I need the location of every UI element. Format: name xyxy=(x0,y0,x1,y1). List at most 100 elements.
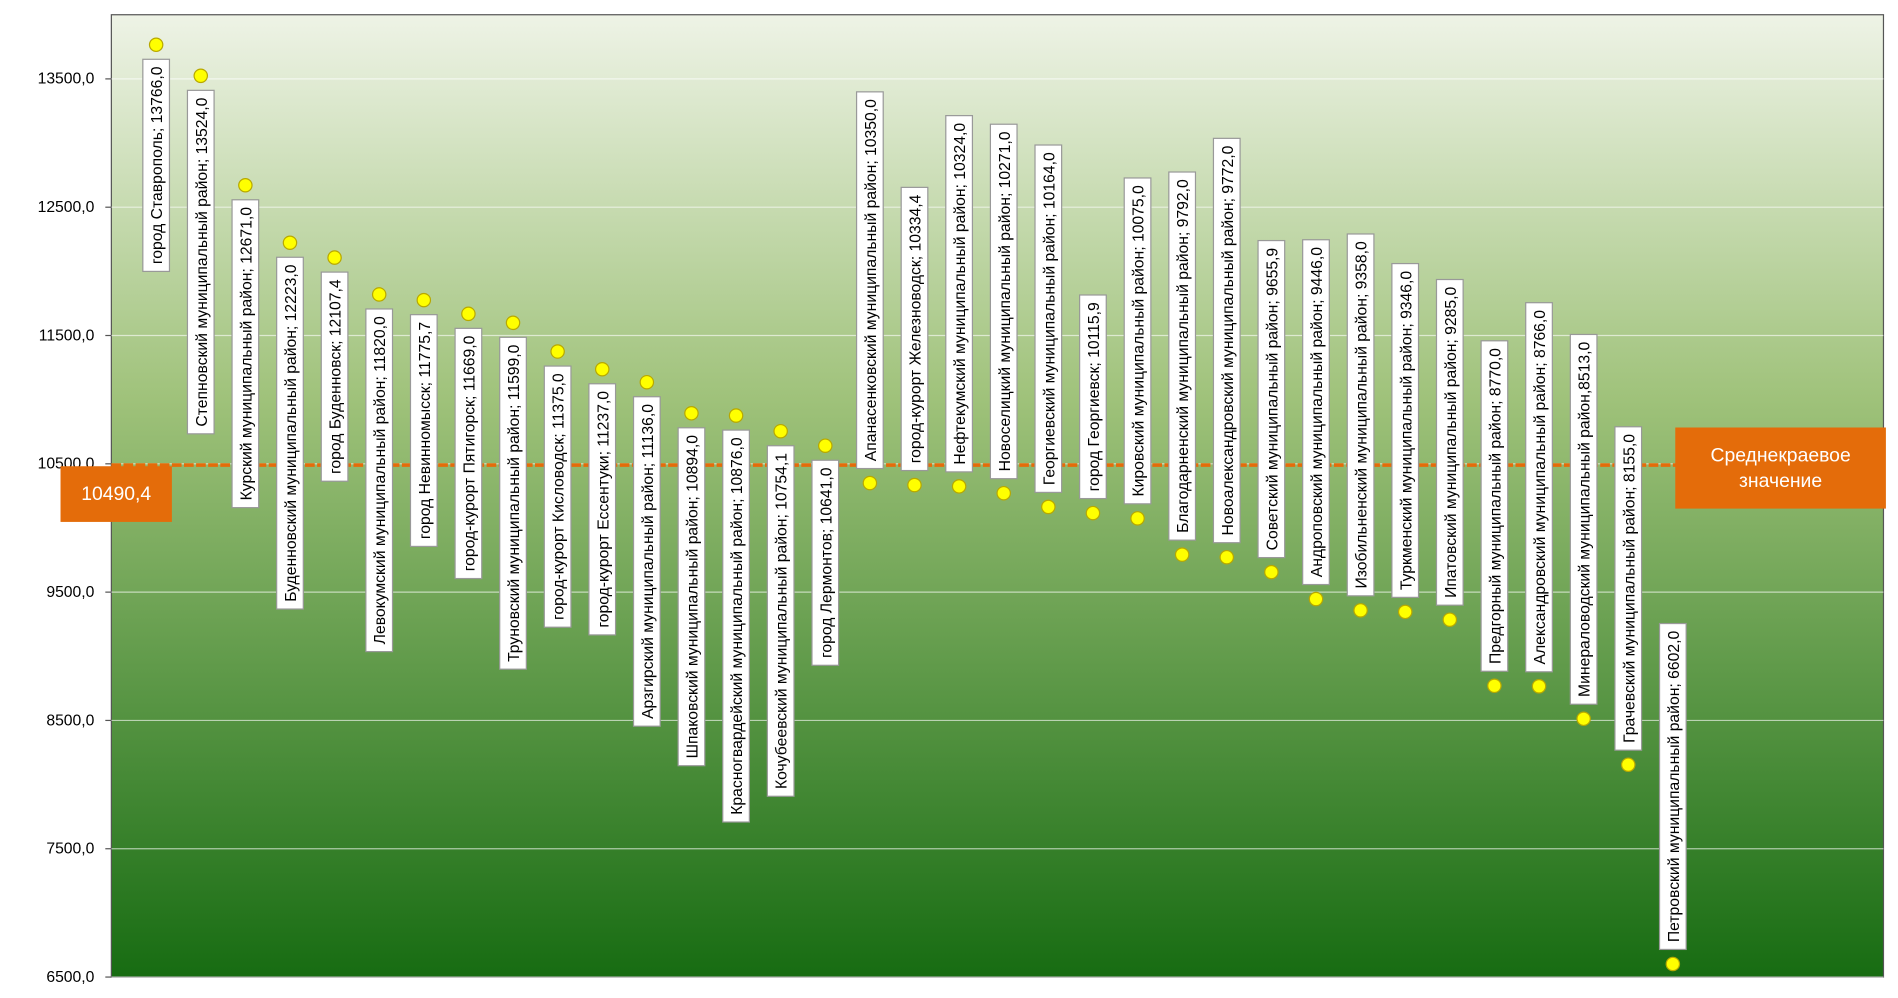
dot xyxy=(1531,679,1547,694)
data-label: город-курорт Ессентуки; 11237,0 xyxy=(588,383,617,636)
label-box xyxy=(945,115,974,473)
y-tick-label: 7500,0 xyxy=(46,841,94,858)
data-label: Красногвардейский муниципальный район; 1… xyxy=(722,429,750,823)
data-label-text: город Ставрополь; 13766,0 xyxy=(149,66,166,264)
y-tick-label: 9500,0 xyxy=(46,584,94,601)
label-box xyxy=(1123,177,1152,505)
dot xyxy=(1130,511,1145,526)
average-value-label: 10490,4 xyxy=(81,483,151,505)
data-label-text: Апанасенковский муниципальный район; 103… xyxy=(863,99,880,461)
data-label-text: Предгорный муниципальный район; 8770,0 xyxy=(1487,348,1504,664)
dot xyxy=(1219,549,1235,565)
data-label: Советский муниципальный район; 9655,9 xyxy=(1257,239,1286,559)
data-label: Новоалександровский муниципальный район;… xyxy=(1212,137,1241,544)
data-label: город Георгиевск; 10115,9 xyxy=(1079,294,1107,500)
data-label-text: город Буденновск; 12107,4 xyxy=(328,279,345,474)
dot xyxy=(907,477,922,493)
data-label: Нефтекумский муниципальный район; 10324,… xyxy=(945,115,974,473)
dot xyxy=(951,479,967,494)
data-label: город Невинномысск; 11775,7 xyxy=(409,314,438,548)
dot xyxy=(1264,564,1279,580)
label-box xyxy=(811,459,840,666)
dot xyxy=(684,406,699,421)
data-label-text: Андроповский муниципальный район; 9446,0 xyxy=(1309,247,1326,577)
label-box xyxy=(588,383,617,636)
label-box xyxy=(1346,233,1375,597)
data-label: Туркменский муниципальный район; 9346,0 xyxy=(1391,262,1420,598)
data-label: Благодарненский муниципальный район; 979… xyxy=(1168,171,1197,541)
data-label-text: Александровский муниципальный район; 876… xyxy=(1532,310,1549,665)
data-label: Кочубеевский муниципальный район; 10754,… xyxy=(766,445,795,797)
dot xyxy=(550,344,565,359)
label-box xyxy=(543,365,572,628)
label-box xyxy=(1168,171,1197,541)
label-box xyxy=(365,308,394,653)
label-box xyxy=(1079,294,1107,500)
average-name: Среднекраевое значение xyxy=(1710,445,1851,492)
data-label-text: Арзгирский муниципальный район; 11136,0 xyxy=(640,404,657,719)
data-label: Новоселицкий муниципальный район; 10271,… xyxy=(989,123,1018,480)
data-label: Шпаковский муниципальный район; 10894,0 xyxy=(677,427,706,767)
data-label-text: город Георгиевск; 10115,9 xyxy=(1086,302,1103,491)
data-label-text: Новоалександровский муниципальный район;… xyxy=(1220,145,1237,535)
label-box xyxy=(276,256,304,610)
average-name-holder: Среднекраевое значение xyxy=(1710,445,1851,492)
data-label: Петровский муниципальный район; 6602,0 xyxy=(1658,622,1687,951)
data-label-text: Степновский муниципальный район; 13524,0 xyxy=(194,97,211,426)
y-tick-label: 13500,0 xyxy=(38,71,95,88)
label-box xyxy=(186,89,215,435)
label-box xyxy=(454,327,483,580)
label-box xyxy=(1480,340,1509,672)
data-label-text: город Лермонтов; 10641,0 xyxy=(818,467,835,658)
y-tick-label: 11500,0 xyxy=(39,327,95,344)
data-label-text: город-курорт Железноводск; 10334,4 xyxy=(908,194,925,463)
data-label-text: Шпаковский муниципальный район; 10894,0 xyxy=(685,435,702,759)
label-box xyxy=(1569,333,1598,705)
dot xyxy=(505,315,521,331)
data-label: Труновский муниципальный район; 11599,0 xyxy=(499,336,527,670)
data-label-text: город Невинномысск; 11775,7 xyxy=(417,322,434,539)
dot xyxy=(1308,591,1324,607)
data-label-text: Красногвардейский муниципальный район; 1… xyxy=(729,437,746,815)
data-label-text: Советский муниципальный район; 9655,9 xyxy=(1264,248,1281,551)
label-box xyxy=(1525,302,1553,673)
data-label: Степновский муниципальный район; 13524,0 xyxy=(186,89,215,435)
label-box xyxy=(855,91,884,470)
label-box xyxy=(1435,278,1464,606)
data-label-text: город-курорт Пятигорск; 11669,0 xyxy=(461,335,478,571)
data-label: Изобильненский муниципальный район; 9358… xyxy=(1346,233,1375,597)
data-label-text: Кировский муниципальный район; 10075,0 xyxy=(1131,185,1148,497)
label-box xyxy=(722,429,750,823)
data-label-text: город-курорт Ессентуки; 11237,0 xyxy=(595,391,612,628)
data-label: Ипатовский муниципальный район; 9285,0 xyxy=(1435,278,1464,606)
label-box xyxy=(900,186,929,472)
data-label: Георгиевский муниципальный район; 10164,… xyxy=(1034,144,1063,494)
data-label-text: город-курорт Кисловодск; 11375,0 xyxy=(551,373,568,620)
data-label: Александровский муниципальный район; 876… xyxy=(1525,302,1553,673)
dot xyxy=(1665,956,1681,972)
average-name-box xyxy=(1675,427,1886,509)
data-label: город-курорт Кисловодск; 11375,0 xyxy=(543,365,572,628)
dot xyxy=(327,250,342,265)
dot xyxy=(1442,612,1458,627)
dot xyxy=(996,485,1011,501)
data-label-text: Кочубеевский муниципальный район; 10754,… xyxy=(774,453,791,789)
data-label-text: Новоселицкий муниципальный район; 10271,… xyxy=(997,131,1014,471)
data-label: Грачевский муниципальный район; 8155,0 xyxy=(1614,426,1643,751)
data-label: Апанасенковский муниципальный район; 103… xyxy=(855,91,884,470)
data-label: Андроповский муниципальный район; 9446,0 xyxy=(1302,239,1330,586)
dot xyxy=(1397,604,1413,620)
label-box xyxy=(142,58,171,273)
dot xyxy=(862,475,878,491)
data-label-text: Изобильненский муниципальный район; 9358… xyxy=(1354,241,1371,589)
dot xyxy=(371,287,387,302)
dot xyxy=(1085,505,1101,521)
label-box xyxy=(677,427,706,767)
label-box xyxy=(1614,426,1643,751)
data-label: город-курорт Пятигорск; 11669,0 xyxy=(454,327,483,580)
data-label-text: Петровский муниципальный район; 6602,0 xyxy=(1666,631,1683,943)
dot xyxy=(1041,499,1056,515)
data-label: Минераловодский муниципальный район,8513… xyxy=(1569,333,1598,705)
